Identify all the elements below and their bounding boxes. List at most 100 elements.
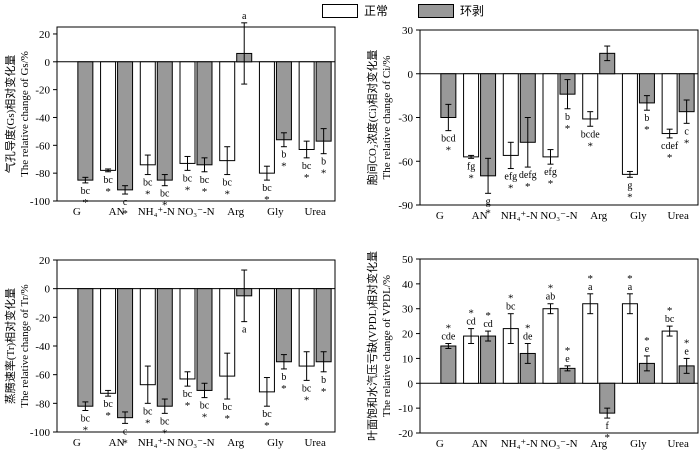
sig-letters: g: [627, 180, 632, 191]
sig-letters: b: [281, 150, 286, 161]
y-tick-label: 20: [402, 329, 414, 341]
sig-letters: bc: [665, 314, 675, 325]
y-tick-label: 20: [39, 255, 51, 267]
sig-star: *: [122, 437, 128, 449]
x-tick-label: Urea: [667, 210, 688, 222]
sig-star: *: [321, 386, 327, 398]
bar-girdled: [117, 61, 134, 191]
bar-girdled: [196, 288, 213, 391]
bar-normal: [258, 288, 275, 393]
sig-letters: e: [645, 344, 650, 355]
y-tick-label: -30: [398, 113, 413, 125]
x-tick-label: Gly: [630, 210, 647, 222]
y-axis-label-cn: 胞间CO₂浓度(Ci)相对变化量: [365, 50, 379, 186]
sig-letters: b: [281, 372, 286, 383]
sig-letters: c: [684, 126, 689, 137]
x-tick-label: Gly: [267, 206, 284, 218]
sig-letters: bc: [222, 178, 232, 189]
sig-letters: bc: [160, 189, 170, 200]
y-tick-label: -60: [35, 140, 50, 152]
sig-letters: efg: [504, 172, 517, 183]
y-tick-label: -20: [35, 85, 50, 97]
sig-letters: bc: [183, 389, 193, 400]
y-tick-label: 20: [39, 29, 51, 41]
bar-normal: [139, 61, 156, 166]
bar-normal: [100, 288, 117, 394]
sig-star: *: [468, 308, 474, 320]
sig-star: *: [446, 323, 452, 335]
sig-letters: f: [606, 421, 610, 432]
bar-girdled: [315, 288, 332, 363]
y-axis-label-en: The relative change of Tr/%: [19, 284, 31, 407]
sig-star: *: [548, 178, 554, 190]
sig-letters: bc: [81, 186, 91, 197]
panel-tr: -100 -80 -60 -40 -20 0 20 蒸腾速率(Tr)相对变化量 The rela…: [3, 255, 336, 449]
x-tick-label: NH₄⁺-N: [501, 210, 538, 222]
sig-letters: g: [486, 196, 491, 207]
sig-letters: bc: [302, 383, 312, 394]
x-tick-label: NO₃⁻-N: [540, 438, 577, 450]
sig-star: *: [667, 305, 673, 317]
sig-star: *: [105, 410, 111, 422]
sig-letters: a: [242, 325, 247, 336]
x-tick-label: Urea: [667, 438, 688, 450]
sig-star: *: [162, 427, 168, 439]
sig-star: *: [508, 183, 514, 195]
sig-star: *: [202, 186, 208, 198]
sig-star: *: [304, 394, 310, 406]
y-tick-label: -80: [35, 168, 50, 180]
sig-star: *: [684, 337, 690, 349]
bar-girdled: [117, 288, 134, 419]
plot-frame: [56, 259, 336, 433]
bar-normal: [661, 330, 678, 384]
y-tick-label: 0: [408, 69, 414, 81]
bar-girdled: [275, 288, 292, 363]
bar-girdled: [480, 335, 497, 384]
sig-letters: b: [565, 112, 570, 123]
legend: 正常 环剥: [322, 2, 514, 19]
sig-letters: bc: [302, 161, 312, 172]
sig-star: *: [565, 123, 571, 135]
sig-letters: fg: [467, 161, 475, 172]
sig-letters: cde: [441, 332, 455, 343]
y-axis-label-cn: 叶面饱和水汽压亏缺(VPDL)相对变化量: [365, 251, 379, 441]
bar-girdled: [196, 61, 213, 166]
bar-normal: [582, 303, 599, 384]
sig-letters: bc: [103, 175, 113, 186]
sig-letters: a: [242, 11, 247, 22]
sig-star: *: [162, 200, 168, 212]
y-tick-label: -100: [30, 196, 51, 208]
y-tick-label: -60: [35, 370, 50, 382]
x-tick-label: Arg: [590, 210, 607, 222]
plot-frame: [419, 258, 699, 434]
x-tick-label: Gly: [267, 437, 284, 449]
sig-letters: c: [123, 197, 128, 208]
sig-letters: cd: [483, 319, 492, 330]
x-tick-label: Arg: [227, 206, 244, 218]
bar-girdled: [156, 61, 173, 181]
sig-star: *: [304, 172, 310, 184]
panel-ci: -90 -60 -30 0 30 胞间CO₂浓度(Ci)相对变化量 The relative…: [365, 25, 699, 222]
x-tick-label: NO₃⁻-N: [540, 210, 577, 222]
x-tick-label: NH₄⁺-N: [138, 206, 175, 218]
sig-letters: c: [123, 426, 128, 437]
bar-normal: [463, 73, 480, 158]
y-tick-label: 0: [408, 378, 414, 390]
sig-letters: bc: [200, 175, 210, 186]
y-tick-label: 0: [45, 284, 51, 296]
y-axis-label-en: The relative change of Gs/%: [19, 51, 31, 177]
y-tick-label: 30: [402, 304, 414, 316]
bar-normal: [661, 73, 678, 135]
x-tick-label: Urea: [304, 437, 325, 449]
sig-star: *: [224, 189, 230, 201]
sig-star: *: [145, 189, 151, 201]
sig-letters: a: [588, 282, 593, 293]
y-tick-label: -40: [35, 341, 50, 353]
y-tick-label: -40: [35, 112, 50, 124]
bar-normal: [179, 288, 196, 380]
sig-star: *: [604, 432, 610, 444]
bar-normal: [542, 308, 559, 384]
sig-star: *: [485, 207, 491, 219]
sig-letters: b: [321, 375, 326, 386]
